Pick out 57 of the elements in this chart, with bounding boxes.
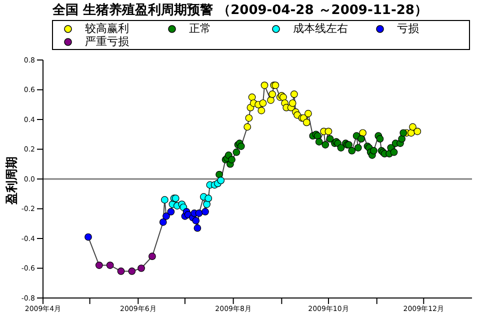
point [290, 90, 298, 98]
point [337, 144, 345, 152]
point [202, 208, 209, 216]
point [84, 233, 92, 241]
point [376, 135, 384, 143]
point [167, 208, 175, 216]
point [260, 82, 268, 89]
y-axis-title: 盈利周期 [4, 156, 20, 204]
point [95, 262, 103, 269]
point [322, 141, 330, 148]
point [354, 144, 362, 152]
legend-label: 正常 [189, 22, 211, 35]
legend-label: 严重亏损 [85, 35, 129, 48]
point [400, 129, 408, 137]
point [106, 262, 114, 269]
point [162, 212, 170, 220]
point [315, 138, 323, 146]
point [326, 135, 334, 143]
point [117, 268, 125, 275]
point [228, 156, 236, 164]
point [398, 135, 406, 143]
point [302, 118, 310, 126]
legend-label: 亏损 [397, 22, 419, 35]
point [288, 99, 296, 107]
point [304, 110, 312, 118]
point [245, 114, 253, 122]
chart-title: 全国 生猪养殖盈利周期预警 （2009-04-28 ～2009-11-28） [52, 2, 428, 19]
point [216, 170, 223, 178]
point [267, 96, 274, 104]
point [414, 128, 422, 136]
point [409, 123, 416, 131]
point [232, 148, 240, 156]
point [248, 94, 256, 101]
point [192, 216, 200, 224]
point [203, 200, 210, 208]
point [359, 129, 366, 137]
point [148, 252, 156, 260]
point [160, 196, 168, 204]
point [358, 135, 365, 143]
point [217, 176, 225, 184]
point [268, 90, 276, 98]
point [138, 264, 145, 272]
point [195, 210, 203, 217]
point [370, 147, 378, 154]
legend-label: 成本线左右 [293, 22, 348, 35]
point [128, 268, 136, 275]
legend-label: 较高赢利 [85, 22, 129, 35]
point [348, 147, 356, 154]
point [194, 224, 202, 232]
point [259, 99, 267, 107]
point [390, 148, 398, 156]
point [204, 194, 212, 202]
point [237, 142, 245, 150]
point [324, 128, 332, 136]
point [159, 218, 167, 226]
point [258, 106, 266, 114]
point [244, 123, 252, 131]
